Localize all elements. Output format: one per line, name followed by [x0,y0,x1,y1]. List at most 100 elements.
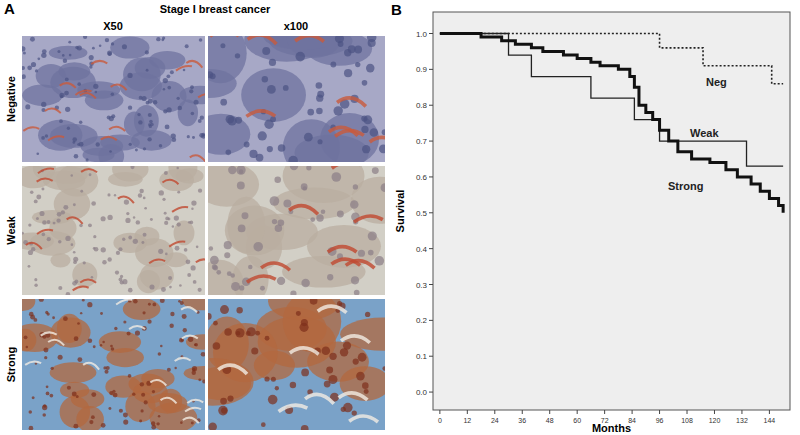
nucleus [158,352,161,355]
nucleus [50,394,54,398]
nucleus [93,235,96,238]
nucleus [42,405,47,410]
nucleus [227,116,236,125]
nucleus [208,422,217,430]
cell-nest [49,46,88,60]
series-label: Weak [690,127,719,139]
nucleus [41,102,46,107]
nucleus [142,311,145,314]
nucleus [111,93,114,96]
nucleus [43,404,46,407]
nucleus [382,129,385,135]
nucleus [123,320,126,323]
nucleus [108,407,111,410]
stain [81,169,97,172]
cell-nest [57,314,82,343]
nucleus [107,193,110,196]
nucleus [107,215,112,220]
nucleus [193,280,197,284]
nucleus [370,128,379,137]
nucleus [179,284,182,287]
nucleus [41,188,44,191]
nucleus [122,279,127,284]
cell-nest [50,253,70,267]
stain [162,180,178,184]
plot-frame [433,12,790,410]
stain [175,358,191,361]
nucleus [59,93,64,98]
cell-nest [307,225,381,268]
stain [111,84,127,90]
nucleus [239,285,244,290]
micrograph [22,166,205,295]
nucleus [224,328,232,336]
nucleus [80,312,82,314]
nucleus [198,378,201,381]
nucleus [128,374,132,378]
nucleus [224,241,232,249]
nucleus [36,152,39,155]
nucleus [41,53,46,58]
tissue-bg [22,36,205,162]
nucleus [220,99,227,106]
nucleus [244,142,250,148]
row-label: Negative [5,76,17,122]
nucleus [113,393,118,398]
stain [328,247,357,252]
nucleus [36,195,41,200]
stain [161,398,177,404]
nucleus [124,199,129,204]
nucleus [301,279,309,287]
nucleus [138,120,142,124]
nucleus [37,58,40,61]
nucleus [198,188,202,192]
nucleus [34,283,37,286]
nucleus [139,96,143,100]
nucleus [31,62,36,67]
x-tick-label: 132 [736,417,748,424]
nucleus [352,410,357,415]
nucleus [180,338,183,341]
nucleus [316,214,323,221]
nucleus [362,382,369,389]
nucleus [73,141,76,144]
nucleus [114,194,116,196]
cell-nest [208,36,247,83]
cell-nest [72,262,97,287]
nucleus [332,172,342,182]
nucleus [118,247,122,251]
nucleus [74,154,79,159]
nucleus [123,412,128,417]
nucleus [310,217,315,222]
nucleus [80,190,83,193]
nucleus [174,215,179,220]
nucleus [199,38,203,42]
nucleus [152,303,156,307]
nucleus [167,368,171,372]
nucleus [44,356,47,359]
micrograph [208,36,385,162]
nucleus [307,109,314,116]
stain [182,335,198,338]
nucleus [122,44,127,49]
nucleus [159,144,162,147]
nucleus [191,421,194,424]
survival-curve [440,34,783,167]
x-tick [494,410,495,414]
nucleus [123,420,128,425]
nucleus [290,166,298,170]
nucleus [235,328,244,337]
nucleus [30,37,35,42]
nucleus [128,105,132,109]
stain [176,66,192,71]
stain [289,206,318,215]
nucleus [71,243,74,246]
nucleus [135,149,138,152]
nucleus [45,134,48,137]
cell-nest [22,299,35,311]
nucleus [358,353,367,362]
nucleus [106,366,110,370]
nucleus [375,256,385,266]
nucleus [161,287,166,292]
cell-nest [76,406,104,430]
